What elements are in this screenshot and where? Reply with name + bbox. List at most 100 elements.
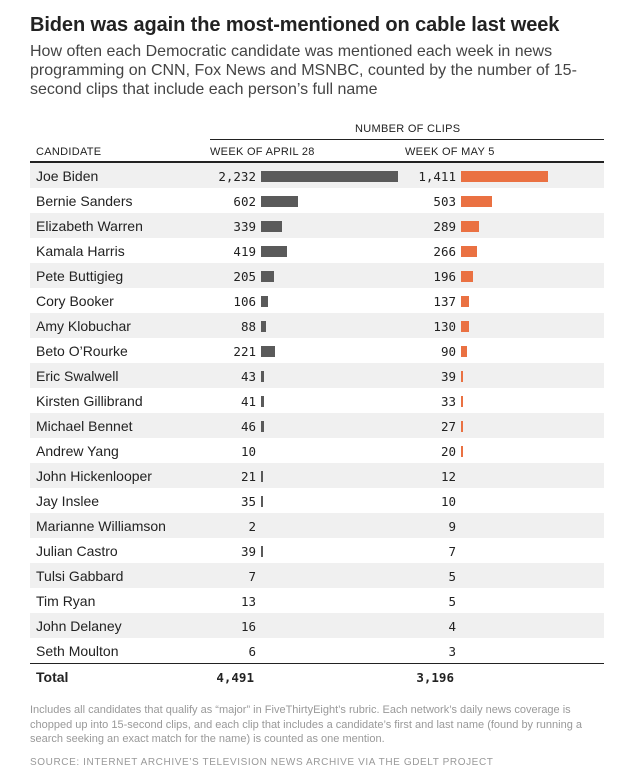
value-label-may-5: 5 xyxy=(448,594,456,609)
bar-april-28 xyxy=(261,371,264,382)
value-label-may-5: 20 xyxy=(440,444,456,459)
candidate-name: Seth Moulton xyxy=(36,643,119,659)
value-label-may-5: 1,411 xyxy=(418,169,456,184)
candidate-name: Beto O’Rourke xyxy=(36,343,128,359)
candidate-row: Pete Buttigieg 205 196 xyxy=(30,263,604,288)
bar-april-28 xyxy=(261,546,264,557)
bar-may-5 xyxy=(461,246,478,257)
candidate-name: Kamala Harris xyxy=(36,243,125,259)
candidate-row: Amy Klobuchar 88 130 xyxy=(30,313,604,338)
value-label-april-28: 41 xyxy=(240,394,256,409)
bar-may-5 xyxy=(461,271,474,282)
total-april-28: 4,491 xyxy=(216,670,254,685)
chart-title: Biden was again the most-mentioned on ca… xyxy=(30,14,560,36)
value-label-may-5: 33 xyxy=(440,394,456,409)
source-note: SOURCE: INTERNET ARCHIVE’S TELEVISION NE… xyxy=(30,757,494,768)
value-label-may-5: 27 xyxy=(440,419,456,434)
bar-may-5 xyxy=(461,221,479,232)
value-label-may-5: 196 xyxy=(433,269,456,284)
bar-april-28 xyxy=(261,421,264,432)
candidate-name: Joe Biden xyxy=(36,168,99,184)
candidate-row: Cory Booker 106 137 xyxy=(30,288,604,313)
value-label-may-5: 12 xyxy=(440,469,456,484)
bar-may-5 xyxy=(461,321,469,332)
candidate-row: Kamala Harris 419 266 xyxy=(30,238,604,263)
candidate-name: Tim Ryan xyxy=(36,593,96,609)
bar-april-28 xyxy=(261,496,264,507)
candidate-row: Michael Bennet 46 27 xyxy=(30,413,604,438)
table-bottom-rule xyxy=(30,663,604,664)
candidate-name: Pete Buttigieg xyxy=(36,268,124,284)
value-label-april-28: 106 xyxy=(233,294,256,309)
bar-april-28 xyxy=(261,246,287,257)
candidate-column-header: CANDIDATE xyxy=(36,146,102,158)
table-top-rule xyxy=(30,161,604,163)
value-label-may-5: 39 xyxy=(440,369,456,384)
candidate-row: John Delaney 16 4 xyxy=(30,613,604,638)
bar-may-5 xyxy=(461,296,470,307)
bar-may-5 xyxy=(461,396,464,407)
bar-april-28 xyxy=(261,346,275,357)
value-label-may-5: 7 xyxy=(448,544,456,559)
clips-header-rule xyxy=(210,139,604,140)
candidate-row: Tulsi Gabbard 7 5 xyxy=(30,563,604,588)
value-label-april-28: 16 xyxy=(240,619,256,634)
candidate-name: Cory Booker xyxy=(36,293,114,309)
candidate-row: Kirsten Gillibrand 41 33 xyxy=(30,388,604,413)
value-label-may-5: 10 xyxy=(440,494,456,509)
value-label-april-28: 13 xyxy=(240,594,256,609)
value-label-april-28: 339 xyxy=(233,219,256,234)
candidate-row: Seth Moulton 6 3 xyxy=(30,638,604,663)
value-label-may-5: 503 xyxy=(433,194,456,209)
bar-april-28 xyxy=(261,271,274,282)
candidate-name: Marianne Williamson xyxy=(36,518,166,534)
candidate-row: Beto O’Rourke 221 90 xyxy=(30,338,604,363)
value-label-april-28: 205 xyxy=(233,269,256,284)
candidate-name: Tulsi Gabbard xyxy=(36,568,124,584)
value-label-april-28: 2 xyxy=(248,519,256,534)
bar-april-28 xyxy=(261,196,298,207)
bar-may-5 xyxy=(461,171,548,182)
candidate-row: Tim Ryan 13 5 xyxy=(30,588,604,613)
bar-april-28 xyxy=(261,396,264,407)
candidate-name: Kirsten Gillibrand xyxy=(36,393,143,409)
value-label-april-28: 419 xyxy=(233,244,256,259)
bar-april-28 xyxy=(261,221,282,232)
footnote: Includes all candidates that qualify as … xyxy=(30,704,582,745)
value-label-may-5: 5 xyxy=(448,569,456,584)
bar-april-28 xyxy=(261,296,268,307)
value-label-may-5: 137 xyxy=(433,294,456,309)
number-of-clips-label: NUMBER OF CLIPS xyxy=(355,123,461,135)
candidate-row: Julian Castro 39 7 xyxy=(30,538,604,563)
bar-april-28 xyxy=(261,471,263,482)
bar-may-5 xyxy=(461,346,467,357)
value-label-april-28: 88 xyxy=(240,319,256,334)
week-april-28-header: WEEK OF APRIL 28 xyxy=(210,146,315,158)
candidate-row: Andrew Yang 10 20 xyxy=(30,438,604,463)
value-label-may-5: 90 xyxy=(440,344,456,359)
value-label-april-28: 221 xyxy=(233,344,256,359)
candidate-name: Eric Swalwell xyxy=(36,368,119,384)
candidate-row: Elizabeth Warren 339 289 xyxy=(30,213,604,238)
value-label-april-28: 7 xyxy=(248,569,256,584)
bar-may-5 xyxy=(461,371,464,382)
bar-may-5 xyxy=(461,196,492,207)
bar-may-5 xyxy=(461,421,463,432)
value-label-may-5: 266 xyxy=(433,244,456,259)
candidate-name: Bernie Sanders xyxy=(36,193,133,209)
value-label-april-28: 602 xyxy=(233,194,256,209)
value-label-may-5: 130 xyxy=(433,319,456,334)
value-label-april-28: 43 xyxy=(240,369,256,384)
value-label-april-28: 10 xyxy=(240,444,256,459)
value-label-april-28: 21 xyxy=(240,469,256,484)
candidate-name: Amy Klobuchar xyxy=(36,318,131,334)
week-may-5-header: WEEK OF MAY 5 xyxy=(405,146,495,158)
chart-subtitle: How often each Democratic candidate was … xyxy=(30,43,577,98)
candidate-row: Bernie Sanders 602 503 xyxy=(30,188,604,213)
value-label-april-28: 6 xyxy=(248,644,256,659)
value-label-april-28: 39 xyxy=(240,544,256,559)
candidate-row: Eric Swalwell 43 39 xyxy=(30,363,604,388)
total-may-5: 3,196 xyxy=(416,670,454,685)
candidate-row: Marianne Williamson 2 9 xyxy=(30,513,604,538)
candidate-name: John Hickenlooper xyxy=(36,468,152,484)
